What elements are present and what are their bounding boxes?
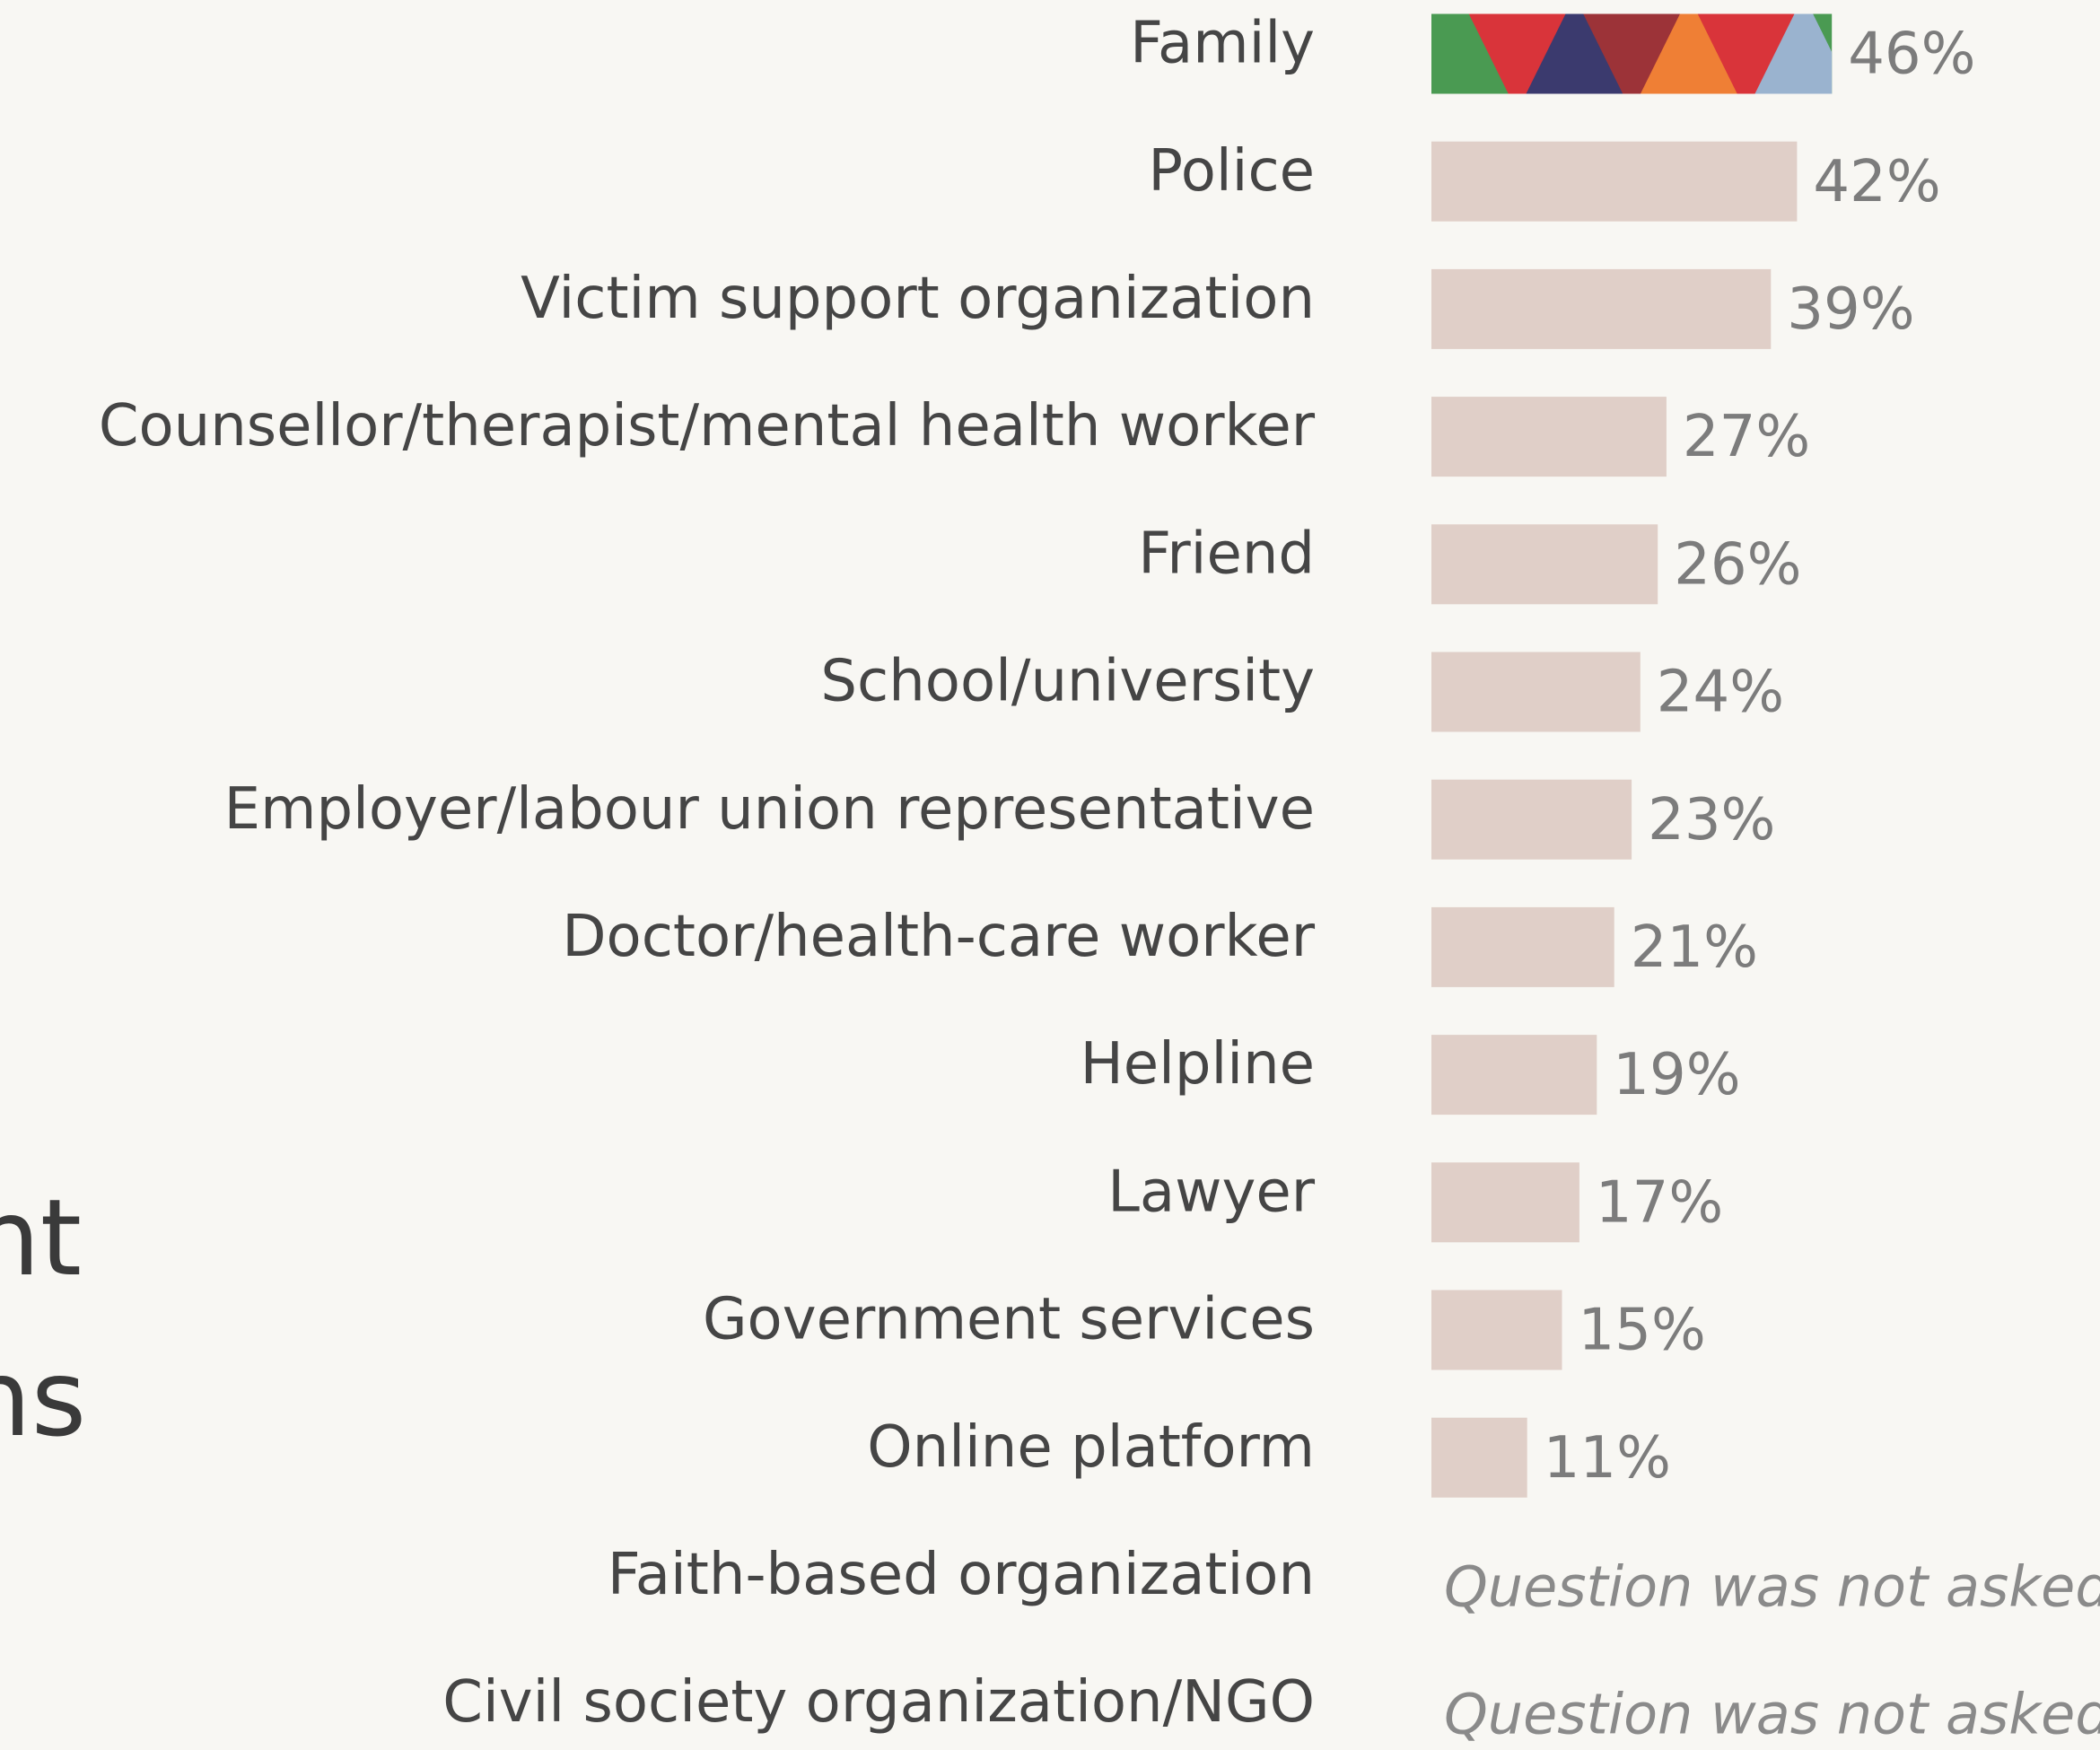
value-label: 27% (1683, 404, 1810, 470)
value-label: 17% (1596, 1169, 1723, 1236)
category-label: Employer/labour union representative (224, 776, 1315, 843)
stripe (1431, 13, 1509, 94)
category-label: Government services (703, 1287, 1315, 1353)
category-label: School/university (820, 649, 1315, 715)
category-label: Faith-based organization (608, 1542, 1315, 1608)
note: Question was not asked. (1444, 1682, 2100, 1747)
value-label: 46% (1848, 22, 1975, 88)
value-label: 26% (1674, 531, 1801, 598)
category-label: Friend (1138, 521, 1315, 587)
value-label: 24% (1657, 660, 1784, 726)
bar (1431, 268, 1772, 349)
stripe (1583, 13, 1681, 94)
bar (1431, 397, 1667, 477)
bar (1431, 652, 1641, 732)
bar (1431, 524, 1658, 605)
value-label: 15% (1579, 1298, 1706, 1364)
value-label: 21% (1631, 914, 1758, 981)
value-label: 42% (1813, 149, 1940, 215)
note: Question was not asked. (1444, 1553, 2100, 1619)
bar (1431, 1417, 1527, 1498)
value-label: 11% (1544, 1425, 1671, 1492)
bar (1431, 1290, 1562, 1370)
stripes (1431, 13, 1833, 94)
bar (1431, 779, 1632, 860)
stripe (1640, 13, 1738, 94)
stripe (1697, 13, 1796, 94)
category-label: Victim support organization (521, 266, 1315, 332)
title-fragment: nt (0, 1176, 82, 1299)
stripe (1526, 13, 1624, 94)
category-label: Counsellor/therapist/mental health worke… (99, 393, 1316, 459)
value-label: 39% (1787, 276, 1914, 343)
category-label: Doctor/health-care worker (562, 904, 1315, 970)
value-label: 23% (1648, 787, 1775, 853)
stripe (1754, 13, 1833, 94)
bar (1431, 1035, 1597, 1116)
value-label: 19% (1613, 1042, 1740, 1108)
category-label: Civil society organization/NGO (442, 1669, 1315, 1736)
category-label: Family (1130, 11, 1315, 77)
category-label: Online platform (867, 1414, 1315, 1481)
bar (1431, 1162, 1579, 1243)
category-label: Lawyer (1107, 1159, 1315, 1225)
bar (1431, 906, 1614, 987)
title-fragment: ns (0, 1336, 86, 1460)
category-label: Police (1148, 138, 1315, 205)
stripe (1468, 13, 1567, 94)
bar (1431, 141, 1798, 222)
category-label: Helpline (1081, 1031, 1315, 1098)
